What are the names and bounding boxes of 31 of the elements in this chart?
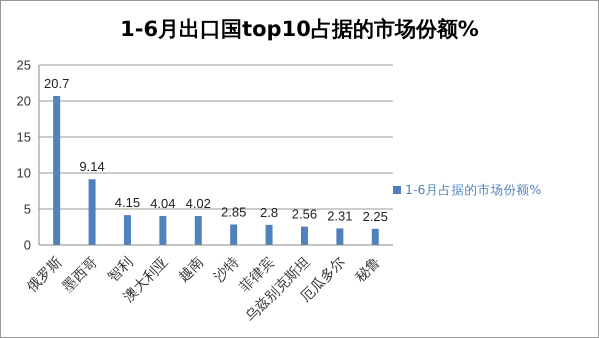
y-tick-label: 5	[24, 202, 31, 217]
bar	[230, 224, 238, 245]
y-tick-label: 10	[16, 166, 31, 181]
y-tick-label: 20	[16, 94, 31, 109]
bar	[336, 228, 344, 245]
bar	[53, 96, 60, 245]
data-label: 2.85	[221, 204, 246, 220]
y-tick-label: 15	[16, 130, 31, 145]
x-tick-label: 越南	[176, 254, 207, 286]
x-tick-label: 智利	[104, 254, 136, 286]
bar	[124, 215, 131, 245]
y-tick-label: 0	[24, 238, 31, 253]
data-label: 4.04	[150, 196, 176, 211]
legend-label: 1-6月占据的市场份额%	[405, 182, 542, 196]
y-tick-label: 25	[16, 58, 31, 73]
chart-title: 1-6月出口国top10占据的市场份额%	[119, 16, 480, 43]
bar	[194, 216, 202, 245]
bar	[266, 224, 273, 245]
data-label: 2.31	[327, 208, 353, 224]
bar	[372, 228, 379, 245]
data-label: 4.02	[186, 196, 211, 212]
data-label: 20.7	[44, 76, 70, 91]
bar	[159, 216, 166, 245]
data-label: 2.56	[292, 206, 318, 222]
data-label: 4.15	[114, 195, 140, 210]
bar	[88, 179, 96, 245]
x-tick-label: 秘鲁	[352, 254, 384, 286]
data-label: 2.25	[362, 208, 388, 224]
data-label: 9.14	[79, 159, 105, 174]
data-label: 2.8	[260, 204, 278, 220]
bar	[300, 226, 308, 245]
